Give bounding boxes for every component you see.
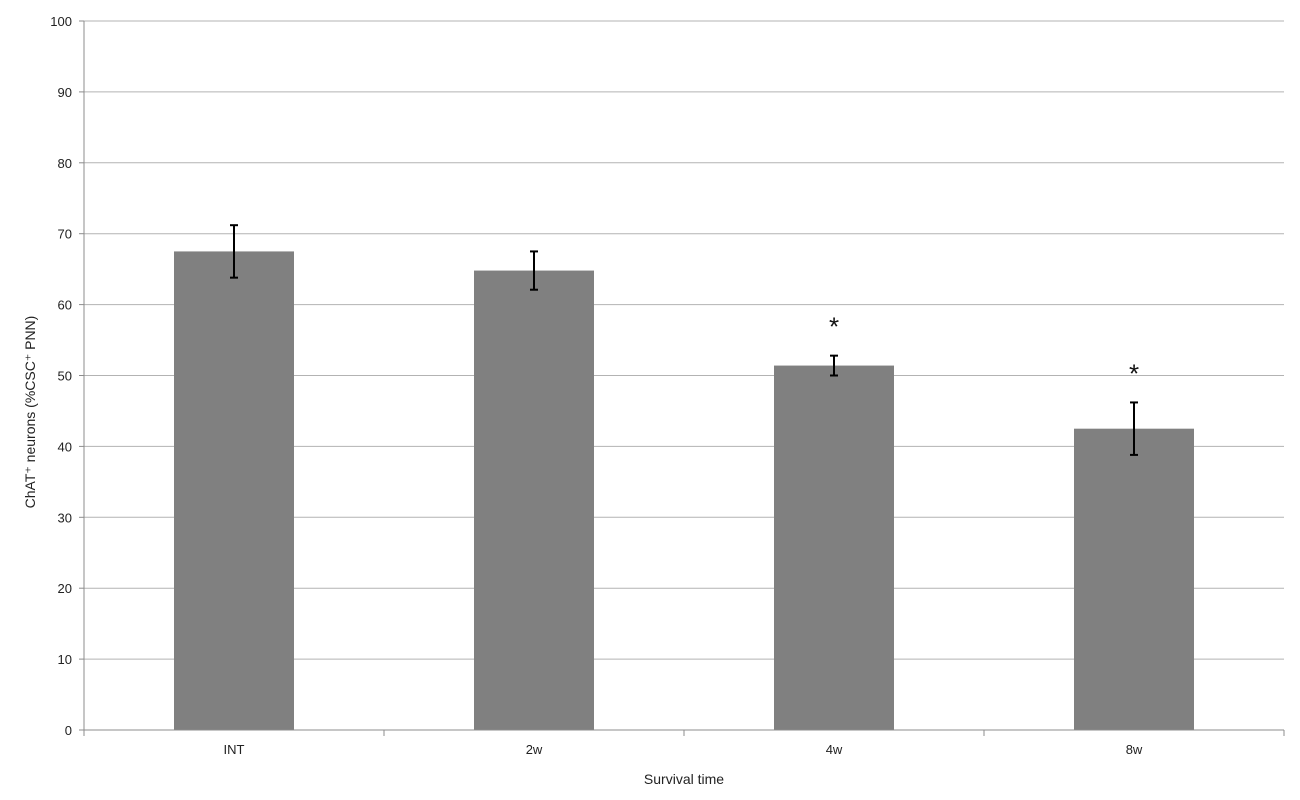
significance-marker: * [829, 312, 839, 342]
y-tick-label: 50 [58, 369, 72, 384]
y-tick-label: 70 [58, 227, 72, 242]
x-tick-labels: INT 2w 4w 8w [224, 742, 1143, 757]
x-axis-title: Survival time [644, 771, 724, 787]
x-tick-label: INT [224, 742, 245, 757]
y-tick-label: 90 [58, 85, 72, 100]
y-tick-label: 40 [58, 439, 72, 454]
y-tick-label: 0 [65, 723, 72, 738]
bars [174, 251, 1194, 731]
y-tick-label: 80 [58, 156, 72, 171]
y-tick-label: 60 [58, 298, 72, 313]
x-tick-label: 2w [526, 742, 543, 757]
bar-int [174, 251, 294, 731]
y-tick-label: 20 [58, 581, 72, 596]
x-tick-label: 4w [826, 742, 843, 757]
bar-4w [774, 365, 894, 730]
y-tick-label: 10 [58, 652, 72, 667]
y-tick-labels: 0 10 20 30 40 50 60 70 80 90 100 [50, 14, 72, 738]
y-tick-label: 30 [58, 510, 72, 525]
bar-8w [1074, 428, 1194, 730]
y-axis-title: ChAT⁺ neurons (%CSC⁺ PNN) [22, 316, 38, 509]
significance-marker: * [1129, 358, 1139, 388]
error-bars [230, 224, 1138, 456]
y-tick-label: 100 [50, 14, 72, 29]
x-tick-label: 8w [1126, 742, 1143, 757]
bar-2w [474, 270, 594, 730]
axes [83, 21, 1285, 736]
significance-markers: ** [829, 312, 1139, 389]
